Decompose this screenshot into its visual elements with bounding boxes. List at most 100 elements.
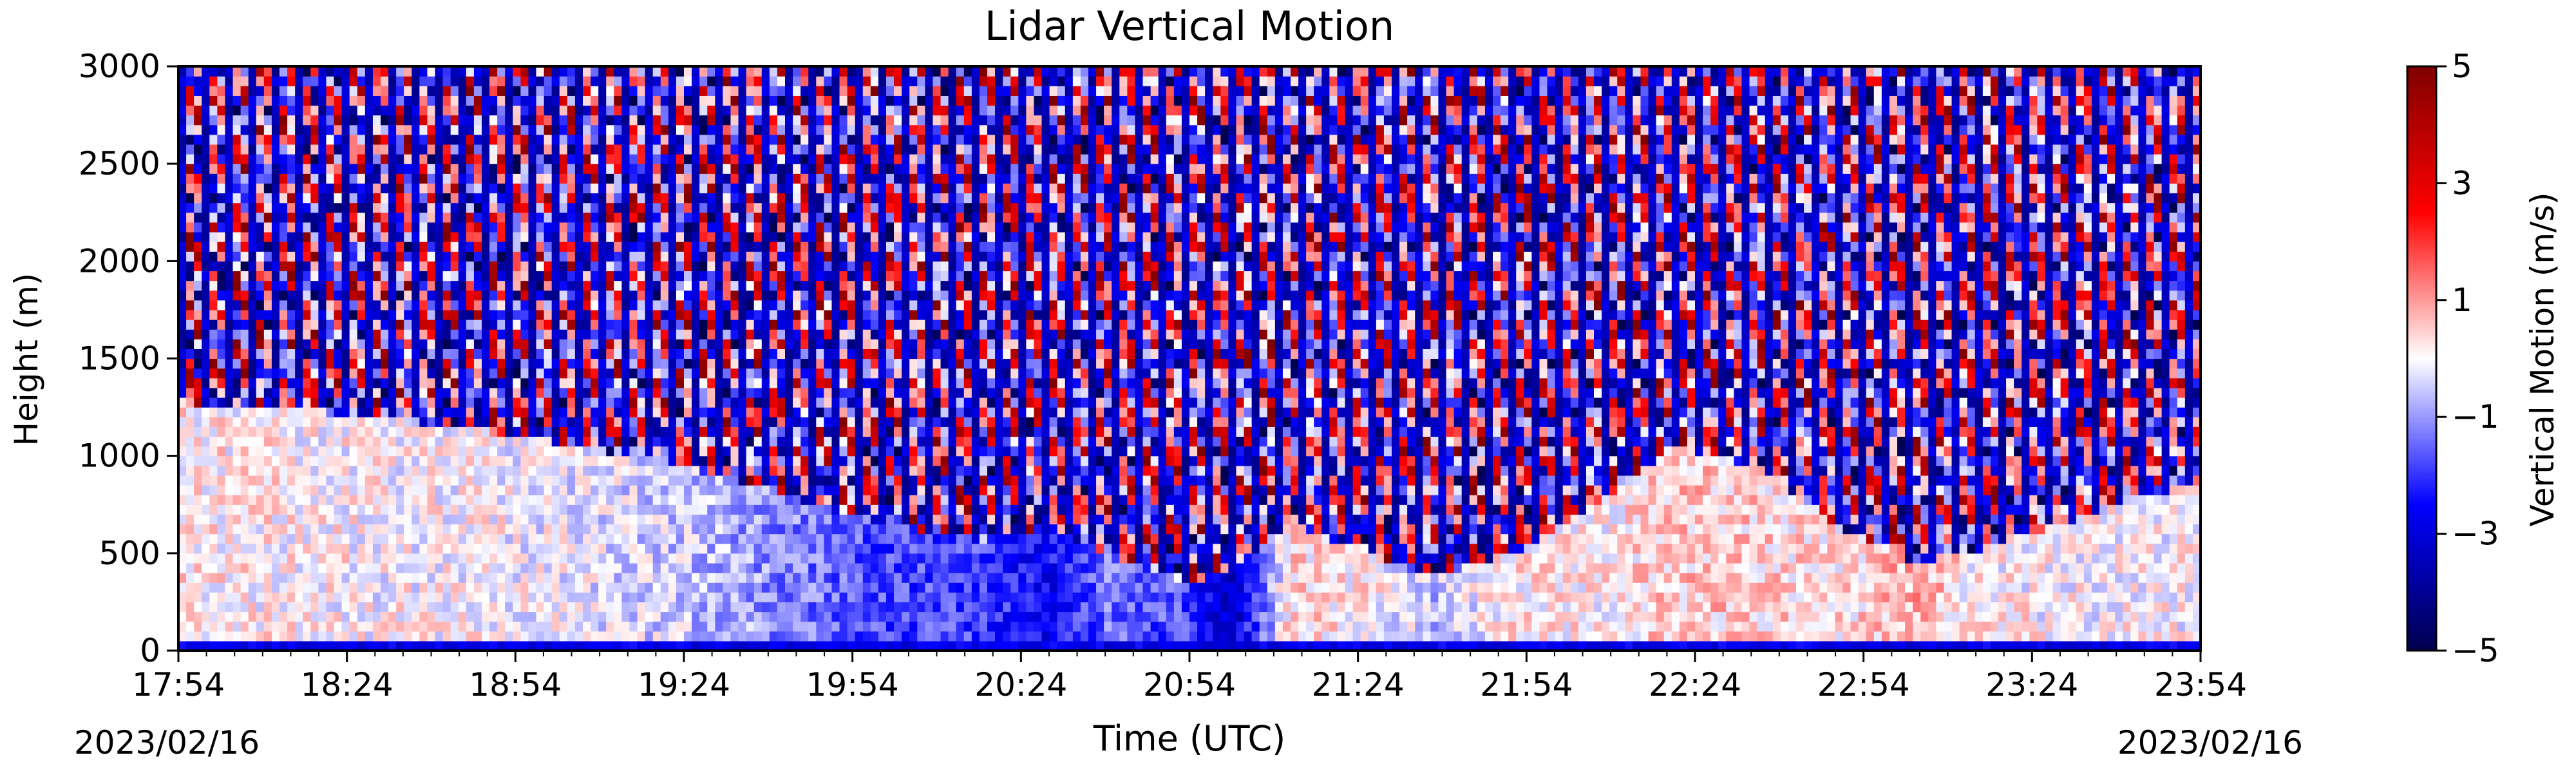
heatmap-cell <box>699 475 708 486</box>
heatmap-cell <box>427 553 436 564</box>
heatmap-cell <box>232 222 242 233</box>
heatmap-cell <box>777 640 786 651</box>
heatmap-cell <box>310 144 319 155</box>
heatmap-cell <box>256 455 265 466</box>
heatmap-cell <box>536 524 545 535</box>
heatmap-cell <box>684 66 692 77</box>
heatmap-cell <box>381 134 389 145</box>
heatmap-cell <box>404 86 412 96</box>
heatmap-cell <box>240 329 249 339</box>
heatmap-cell <box>295 105 303 116</box>
heatmap-cell <box>178 271 187 282</box>
heatmap-cell <box>629 543 638 554</box>
heatmap-cell <box>435 377 444 388</box>
heatmap-cell <box>574 455 583 466</box>
heatmap-cell <box>668 290 677 301</box>
heatmap-cell <box>427 621 436 632</box>
heatmap-cell <box>652 387 661 398</box>
heatmap-cell <box>785 290 793 301</box>
heatmap-cell <box>381 212 389 223</box>
heatmap-cell <box>442 183 451 194</box>
heatmap-cell <box>357 368 366 379</box>
heatmap-cell <box>396 134 404 145</box>
heatmap-cell <box>303 183 311 194</box>
heatmap-cell <box>785 173 793 184</box>
heatmap-cell <box>435 446 444 457</box>
heatmap-cell <box>334 611 343 622</box>
heatmap-cell <box>466 446 475 457</box>
heatmap-cell <box>482 300 490 310</box>
heatmap-cell <box>396 562 404 573</box>
heatmap-cell <box>279 124 288 135</box>
heatmap-cell <box>450 309 459 320</box>
heatmap-cell <box>559 368 568 379</box>
heatmap-cell <box>769 592 778 603</box>
heatmap-cell <box>606 95 614 106</box>
heatmap-cell <box>761 154 770 164</box>
heatmap-cell <box>676 124 685 135</box>
heatmap-cell <box>544 183 553 194</box>
heatmap-cell <box>738 144 747 155</box>
heatmap-cell <box>513 573 521 583</box>
heatmap-cell <box>186 290 194 301</box>
heatmap-cell <box>520 202 529 213</box>
heatmap-cell <box>637 592 646 603</box>
heatmap-cell <box>559 553 568 564</box>
heatmap-cell <box>202 231 210 242</box>
heatmap-cell <box>186 417 194 427</box>
heatmap-cell <box>186 602 194 613</box>
heatmap-cell <box>621 455 630 466</box>
heatmap-cell <box>248 105 257 116</box>
heatmap-cell <box>715 222 723 233</box>
heatmap-cell <box>202 465 210 476</box>
heatmap-cell <box>217 280 226 291</box>
heatmap-cell <box>621 271 630 282</box>
heatmap-cell <box>303 465 311 476</box>
heatmap-cell <box>404 134 412 145</box>
heatmap-cell <box>645 290 654 301</box>
heatmap-cell <box>303 436 311 447</box>
heatmap-cell <box>202 582 210 593</box>
heatmap-cell <box>326 271 335 282</box>
heatmap-cell <box>450 455 459 466</box>
heatmap-cell <box>458 164 467 174</box>
heatmap-cell <box>715 611 723 622</box>
heatmap-cell <box>777 134 786 145</box>
heatmap-cell <box>785 417 793 427</box>
heatmap-cell <box>606 242 614 252</box>
heatmap-cell <box>482 154 490 164</box>
heatmap-cell <box>217 183 226 194</box>
heatmap-cell <box>738 202 747 213</box>
heatmap-cell <box>442 504 451 515</box>
heatmap-cell <box>458 76 467 86</box>
heatmap-cell <box>715 465 723 476</box>
heatmap-cell <box>349 280 358 291</box>
heatmap-cell <box>583 271 591 282</box>
heatmap-cell <box>738 377 747 388</box>
heatmap-cell <box>692 397 700 408</box>
heatmap-cell <box>435 66 444 77</box>
heatmap-cell <box>310 358 319 369</box>
heatmap-cell <box>263 164 272 174</box>
heatmap-cell <box>372 242 381 252</box>
heatmap-cell <box>808 602 817 613</box>
heatmap-cell <box>263 465 272 476</box>
heatmap-cell <box>310 320 319 330</box>
heatmap-cell <box>310 504 319 515</box>
heatmap-cell <box>707 582 715 593</box>
heatmap-cell <box>326 86 335 96</box>
heatmap-cell <box>482 339 490 349</box>
heatmap-cell <box>513 66 521 77</box>
heatmap-cell <box>715 640 723 651</box>
heatmap-cell <box>583 407 591 417</box>
heatmap-cell <box>574 602 583 613</box>
heatmap-cell <box>769 543 778 554</box>
heatmap-cell <box>684 173 692 184</box>
heatmap-cell <box>473 562 482 573</box>
heatmap-cell <box>248 193 257 204</box>
heatmap-cell <box>497 368 506 379</box>
heatmap-cell <box>769 573 778 583</box>
heatmap-cell <box>753 455 762 466</box>
heatmap-cell <box>684 368 692 379</box>
heatmap-cell <box>777 631 786 642</box>
